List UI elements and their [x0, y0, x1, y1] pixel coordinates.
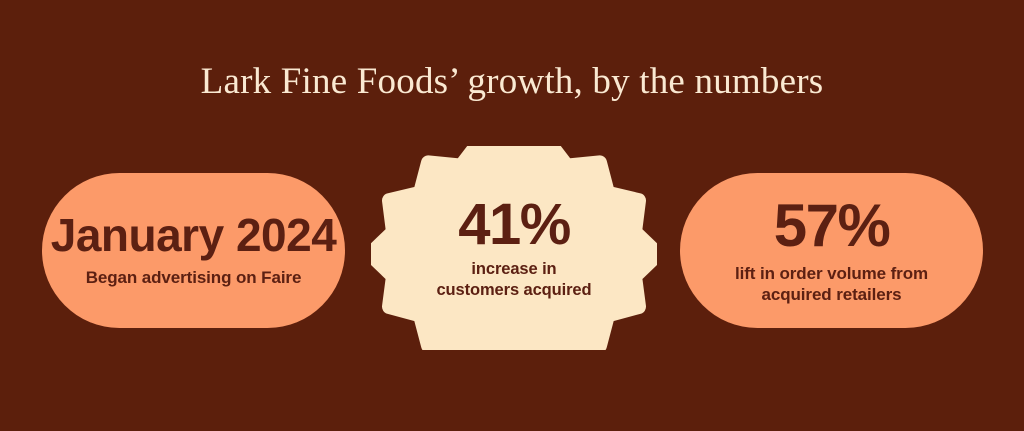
stat-caption-order-volume-lift: lift in order volume from acquired retai…: [735, 263, 928, 306]
stat-card-customers-acquired: 41% increase in customers acquired: [371, 146, 657, 350]
stat-value-customers-acquired: 41%: [458, 191, 571, 257]
starburst-shape: [371, 146, 657, 350]
stat-caption-line-2: acquired retailers: [761, 285, 902, 304]
stat-caption-line-2: customers acquired: [436, 280, 592, 299]
stat-caption-customers-acquired: increase in customers acquired: [436, 259, 591, 301]
stat-value-milestone: January 2024: [50, 209, 337, 262]
stat-card-order-volume-lift: 57% lift in order volume from acquired r…: [680, 173, 983, 328]
stat-content-customers-acquired: 41% increase in customers acquired: [415, 191, 613, 301]
stat-value-order-volume-lift: 57%: [773, 191, 891, 259]
stat-caption-line-1: lift in order volume from: [734, 263, 929, 283]
stat-caption-milestone: Began advertising on Faire: [85, 268, 302, 288]
page-title: Lark Fine Foods’ growth, by the numbers: [200, 61, 824, 102]
stat-card-milestone: January 2024 Began advertising on Faire: [42, 173, 345, 328]
stat-caption-line-1: increase in: [471, 259, 557, 278]
